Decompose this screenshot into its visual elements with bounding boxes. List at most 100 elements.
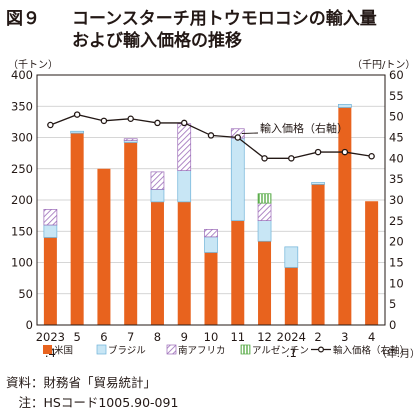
price-point [261, 155, 268, 162]
x-tick-label: 5 [73, 330, 80, 344]
bar-us [284, 267, 298, 325]
legend-label: 南アフリカ [178, 345, 226, 357]
y-left-tick-label: 50 [18, 287, 33, 301]
bar-us [124, 142, 138, 325]
bar-south-africa [177, 123, 192, 171]
x-tick-label: 3 [341, 330, 348, 344]
y-left-tick-label: 350 [11, 99, 33, 113]
legend-swatch-brazil [96, 344, 107, 355]
x-tick-label: 2 [314, 330, 321, 344]
y-right-tick-label: 40 [389, 151, 404, 165]
y-right-tick-label: 60 [389, 68, 404, 82]
title-line-1: コーンスターチ用トウモロコシの輸入量 [72, 9, 377, 29]
bar-us [70, 133, 84, 325]
bar-brazil [150, 189, 165, 203]
price-point [341, 148, 349, 156]
figure-number: 図９ [6, 9, 40, 29]
x-tick-label: 2023 [36, 330, 65, 344]
y-right-tick-label: 5 [389, 297, 396, 311]
y-right-tick-label: 10 [389, 276, 404, 290]
y-right-tick-label: 20 [389, 235, 404, 249]
legend-swatch-argentina [240, 344, 251, 355]
bar-us [311, 184, 325, 325]
price-point [73, 111, 81, 118]
legend-label: 米国 [54, 345, 73, 357]
y-left-tick-label: 150 [11, 224, 33, 238]
bar-south-africa [150, 171, 165, 190]
x-tick-label-sub: .1 [286, 346, 297, 360]
legend-label: アルゼンチン [252, 345, 309, 357]
x-tick-label: 8 [154, 330, 161, 344]
price-point [368, 152, 375, 160]
annotation-leader [241, 132, 259, 134]
y-right-tick-label: 0 [389, 318, 396, 332]
bar-south-africa [123, 138, 138, 141]
price-point [288, 155, 295, 162]
price-point [154, 119, 161, 127]
x-tick-label: 10 [204, 330, 219, 344]
bar-south-africa [43, 209, 58, 226]
legend-line-marker [318, 346, 325, 353]
price-point [180, 119, 188, 127]
x-tick-label: 4 [368, 330, 375, 344]
price-point [314, 148, 322, 156]
price-point [47, 121, 54, 129]
y-left-tick-label: 200 [11, 193, 33, 207]
hs-code-note: 注：HSコード1005.90-091 [6, 395, 179, 410]
plot-frame [36, 74, 386, 326]
bar-brazil [311, 182, 325, 185]
legend-label: 輸入価格（右軸） [333, 345, 409, 357]
price-point [207, 132, 215, 139]
bar-south-africa [204, 229, 218, 238]
x-tick-label: 9 [181, 330, 188, 344]
y-right-tick-label: 55 [389, 89, 404, 103]
bar-us [204, 252, 218, 325]
bar-us [177, 201, 191, 325]
bar-us [338, 107, 352, 325]
bar-us [150, 201, 164, 325]
y-right-tick-label: 50 [389, 110, 404, 124]
x-tick-label: 11 [230, 330, 245, 344]
bar-brazil [70, 130, 85, 134]
y-left-tick-label: 100 [11, 256, 33, 270]
legend-swatch-south-africa [166, 344, 177, 355]
bar-us [365, 201, 379, 325]
legend-swatch-us [43, 345, 52, 354]
price-point [234, 134, 242, 141]
y-right-tick-label: 35 [389, 172, 404, 186]
y-left-tick-label: 400 [11, 68, 33, 82]
bar-us [97, 168, 111, 325]
bar-brazil [43, 224, 58, 238]
x-axis-unit: （年.月） [377, 347, 420, 360]
y-right-tick-label: 30 [389, 193, 404, 207]
title-line-2: および輸入価格の推移 [72, 31, 242, 51]
bar-brazil [230, 137, 245, 221]
bar-brazil [257, 220, 272, 242]
x-tick-label: 12 [257, 330, 272, 344]
x-tick-label: 6 [100, 330, 107, 344]
x-tick-label: 2024 [277, 330, 306, 344]
y-right-tick-label: 25 [389, 214, 404, 228]
bar-us [258, 241, 272, 325]
x-tick-label: 7 [127, 330, 134, 344]
bar-us [231, 220, 245, 325]
y-right-tick-label: 45 [389, 131, 404, 145]
source-note: 資料：財務省「貿易統計」 [6, 375, 157, 390]
price-point [100, 117, 108, 125]
y-left-tick-label: 0 [26, 318, 33, 332]
bar-us [43, 237, 57, 325]
bar-brazil [177, 170, 192, 203]
bar-argentina [257, 193, 272, 204]
y-left-tick-label: 300 [11, 131, 33, 145]
bar-brazil [284, 246, 299, 268]
legend-label: ブラジル [108, 345, 146, 357]
y-left-tick-label: 250 [11, 162, 33, 176]
bar-brazil [337, 104, 352, 108]
price-point [127, 115, 134, 123]
y-right-tick-label: 15 [389, 256, 404, 270]
bar-south-africa [257, 202, 272, 221]
bar-brazil [204, 236, 218, 253]
left-axis-unit: （千トン） [8, 60, 58, 71]
right-axis-unit: （千円/トン） [352, 60, 416, 71]
